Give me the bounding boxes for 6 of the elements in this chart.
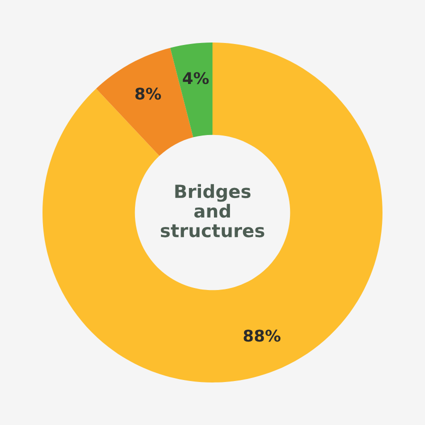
data-label: 4% <box>182 72 209 84</box>
text: Bridges and structures <box>160 184 264 238</box>
data-label: 88% <box>244 330 280 342</box>
data-label: 8% <box>135 88 161 100</box>
donut-slice <box>170 42 212 138</box>
donut-slice <box>42 42 382 382</box>
